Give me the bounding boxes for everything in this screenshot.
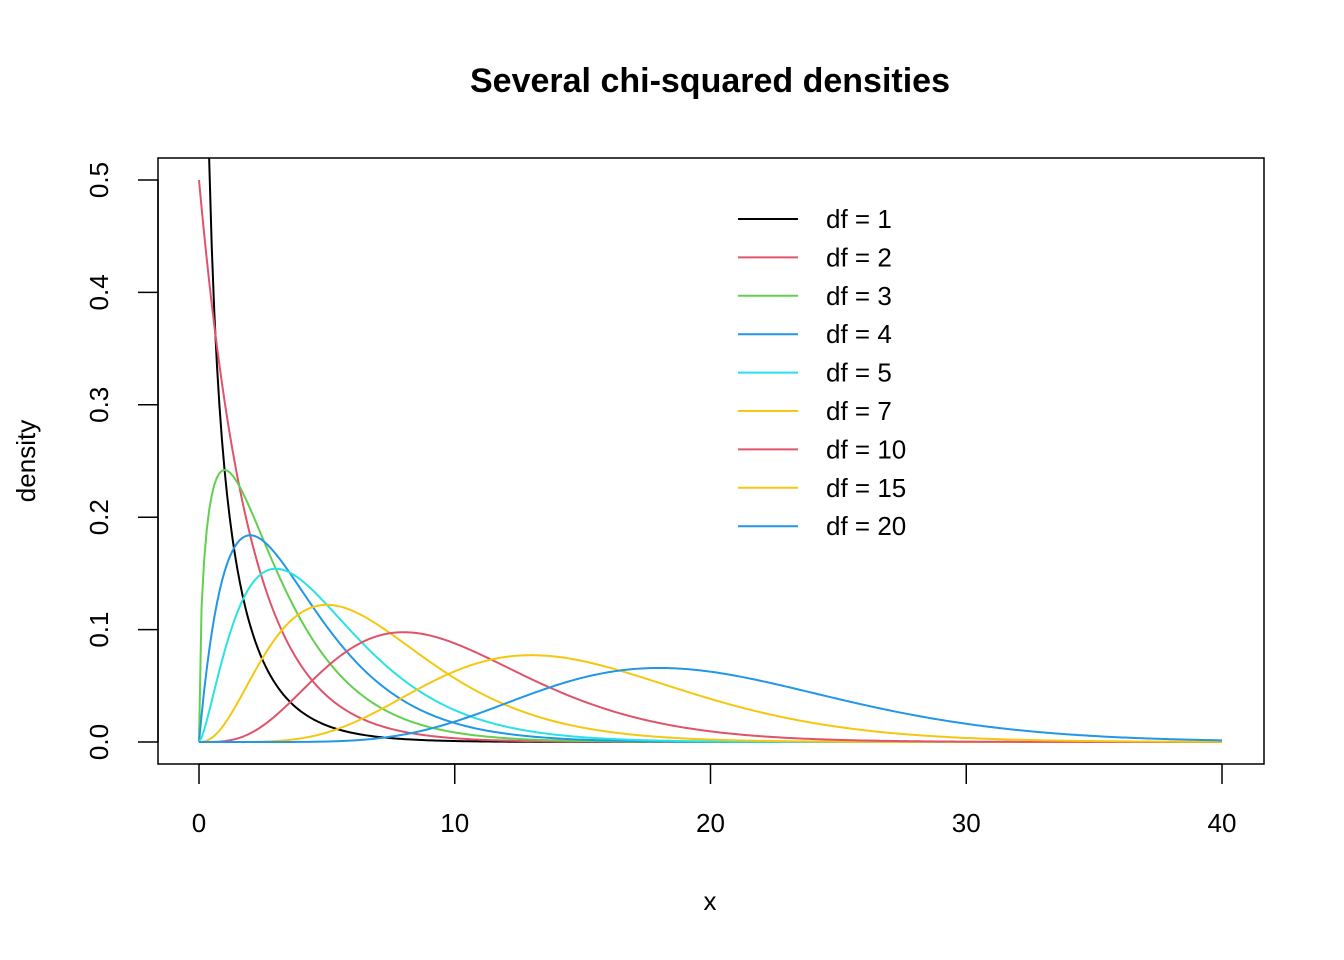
y-tick-label: 0.0 bbox=[84, 724, 114, 760]
x-tick-label: 10 bbox=[440, 808, 469, 838]
y-tick-label: 0.1 bbox=[84, 612, 114, 648]
x-axis: 0 10 20 30 40 bbox=[192, 763, 1237, 838]
legend-label-df-15: df = 15 bbox=[826, 473, 906, 503]
series-line-df-5 bbox=[198, 567, 1222, 743]
series-line-df-20 bbox=[199, 666, 1223, 743]
series-line-df-10 bbox=[199, 631, 1222, 743]
legend-label-df-4: df = 4 bbox=[826, 319, 892, 349]
legend-label-df-5: df = 5 bbox=[826, 358, 892, 388]
legend-label-df-10: df = 10 bbox=[826, 434, 906, 464]
density-curves bbox=[198, 158, 1223, 743]
series-line-df-1 bbox=[208, 158, 1222, 743]
y-axis-label: density bbox=[11, 420, 41, 502]
y-tick-label: 0.5 bbox=[84, 162, 114, 198]
x-tick-label: 20 bbox=[696, 808, 725, 838]
chart-title: Several chi-squared densities bbox=[470, 62, 950, 100]
x-tick-label: 0 bbox=[192, 808, 206, 838]
series-line-df-7 bbox=[198, 603, 1222, 743]
x-axis-label: x bbox=[704, 886, 717, 916]
y-tick-label: 0.4 bbox=[84, 274, 114, 310]
legend-label-df-1: df = 1 bbox=[826, 204, 892, 234]
legend: df = 1 df = 2 df = 3 df = 4 df = 5 df = 7 df =… bbox=[738, 204, 906, 541]
legend-label-df-7: df = 7 bbox=[826, 396, 892, 426]
x-tick-label: 30 bbox=[952, 808, 981, 838]
plot-frame bbox=[157, 157, 1265, 765]
y-tick-label: 0.3 bbox=[84, 387, 114, 423]
y-axis: 0.0 0.1 0.2 0.3 0.4 0.5 bbox=[84, 162, 159, 760]
series-line-df-4 bbox=[198, 534, 1222, 743]
series-line-df-3 bbox=[198, 468, 1222, 743]
legend-label-df-20: df = 20 bbox=[826, 511, 906, 541]
series-line-df-15 bbox=[199, 654, 1222, 743]
legend-label-df-3: df = 3 bbox=[826, 281, 892, 311]
legend-label-df-2: df = 2 bbox=[826, 242, 892, 272]
x-tick-label: 40 bbox=[1208, 808, 1237, 838]
y-tick-label: 0.2 bbox=[84, 499, 114, 535]
